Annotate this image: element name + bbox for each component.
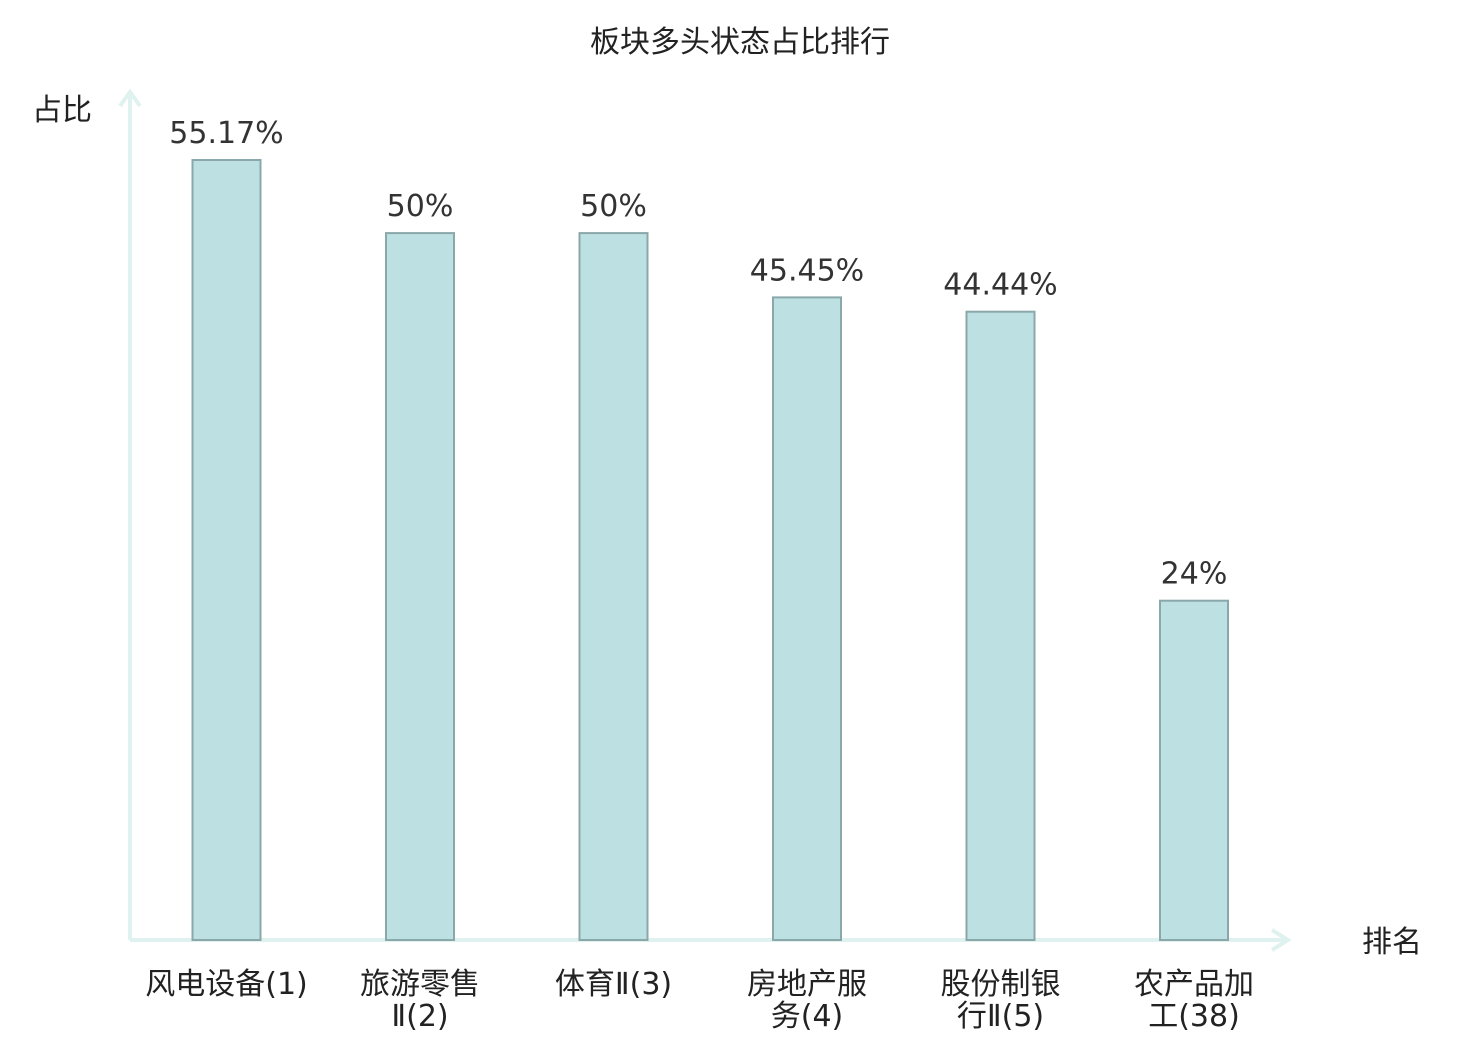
x-tick-label-6-line-2: 工(38) (1148, 999, 1240, 1034)
x-tick-label-4-line-2: 务(4) (771, 999, 844, 1034)
x-axis-label: 排名 (1362, 925, 1422, 960)
bar-3 (578, 232, 649, 942)
x-tick-label-5-line-2: 行Ⅱ(5) (957, 999, 1044, 1034)
bar-5 (965, 310, 1036, 941)
bars (191, 159, 1229, 942)
bar-1 (191, 159, 262, 941)
bar-4 (772, 296, 842, 941)
bar-2 (385, 232, 455, 942)
y-axis-arrowhead (118, 88, 142, 108)
x-tick-label-4-line-1: 房地产服 (747, 967, 867, 1002)
value-label-1: 55.17% (169, 116, 283, 151)
bar-6 (1159, 599, 1229, 941)
value-label-4: 45.45% (750, 253, 864, 288)
x-tick-label-2-line-1: 旅游零售 (360, 967, 480, 1002)
value-label-3: 50% (580, 189, 647, 224)
x-tick-label-5-line-1: 股份制银 (941, 967, 1061, 1002)
value-label-6: 24% (1161, 557, 1228, 592)
value-label-2: 50% (387, 189, 454, 224)
axes (118, 88, 1292, 952)
value-label-5: 44.44% (943, 268, 1057, 303)
value-labels: 55.17% 50% 50% 45.45% 44.44% 24% (169, 116, 1227, 592)
x-axis-arrowhead (1270, 928, 1292, 952)
y-axis-label: 占比 (32, 93, 92, 128)
chart-title: 板块多头状态占比排行 (590, 25, 890, 60)
x-tick-label-1: 风电设备(1) (145, 967, 308, 1002)
x-tick-label-2-line-2: Ⅱ(2) (391, 999, 448, 1034)
x-tick-label-3: 体育Ⅱ(3) (555, 967, 672, 1002)
x-tick-label-6-line-1: 农产品加 (1134, 967, 1254, 1002)
